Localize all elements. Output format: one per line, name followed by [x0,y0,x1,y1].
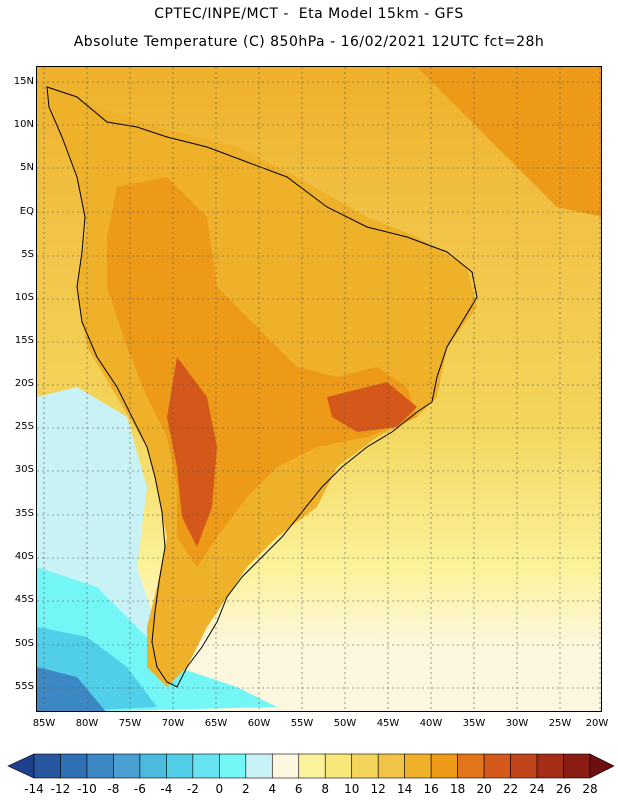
colorbar-cell [483,753,511,779]
lon-label: 80W [75,718,99,729]
lat-label: 55S [14,681,34,692]
lat-label: EQ [19,206,34,217]
colorbar-label: -12 [50,782,71,796]
colorbar-cell [33,753,61,779]
colorbar-cell [166,753,194,779]
lat-label: 25S [14,421,34,432]
lat-label: 30S [14,464,34,475]
colorbar-arrow-right [589,753,615,779]
lon-label: 60W [247,718,271,729]
colorbar-label: 22 [502,782,519,796]
lat-label: 5S [21,249,34,260]
map-svg [37,67,601,711]
lat-label: 10S [14,292,34,303]
colorbar-label: 18 [449,782,466,796]
colorbar-label: -4 [160,782,173,796]
colorbar-cell [245,753,273,779]
colorbar-cell [271,753,300,779]
colorbar-cell [192,753,220,779]
lon-label: 65W [204,718,228,729]
field-warm-ne [417,67,601,217]
temperature-map [36,66,602,712]
colorbar-cell [139,753,167,779]
colorbar-label: 12 [370,782,386,796]
lon-label: 55W [290,718,314,729]
lat-label: 5N [20,162,34,173]
colorbar-cell [404,753,432,779]
colorbar-label: 2 [241,782,250,796]
colorbar-label: 24 [529,782,545,796]
colorbar-label: -6 [133,782,146,796]
lon-label: 35W [462,718,486,729]
lat-label: 15N [13,76,34,87]
lon-label: 40W [419,718,443,729]
colorbar-cell [457,753,485,779]
lon-label: 85W [32,718,56,729]
colorbar-cell [563,753,591,779]
colorbar-label: -8 [107,782,120,796]
lon-label: 70W [161,718,185,729]
colorbar-cell [324,753,353,779]
lon-label: 75W [118,718,142,729]
colorbar-label: -14 [24,782,44,796]
lon-label: 20W [585,718,609,729]
lat-label: 50S [14,638,34,649]
colorbar-cell [86,753,114,779]
colorbar-cell [351,753,379,779]
colorbar-label: -10 [77,782,97,796]
lat-label: 15S [14,335,34,346]
lat-label: 20S [14,378,34,389]
lat-label: 10N [13,119,34,130]
colorbar-label: -2 [186,782,199,796]
colorbar-cell [298,753,326,779]
graticule [37,67,601,711]
lon-label: 25W [548,718,572,729]
colorbar-label: 28 [582,782,598,796]
lon-label: 50W [333,718,357,729]
colorbar-cell [510,753,538,779]
field-andes-hot [167,357,217,547]
colorbar-cell [219,753,247,779]
field-cold-sw4 [37,667,106,711]
colorbar-label: 14 [397,782,413,796]
colorbar-label: 8 [321,782,330,796]
field-se-hot [327,382,417,432]
colorbar-cell [536,753,564,779]
colorbar-cell [377,753,405,779]
lat-label: 40S [14,551,34,562]
colorbar-label: 16 [423,782,439,796]
colorbar [7,753,615,779]
lon-label: 30W [505,718,529,729]
colorbar-label: 10 [344,782,360,796]
colorbar-cell [60,753,88,779]
colorbar-cell [113,753,141,779]
colorbar-label: 20 [476,782,492,796]
chart-title-line1: CPTEC/INPE/MCT - Eta Model 15km - GFS [154,6,464,22]
colorbar-cell [430,753,458,779]
lat-label: 35S [14,508,34,519]
colorbar-arrow-left [7,753,35,779]
colorbar-label: 4 [268,782,277,796]
coastline [46,86,478,688]
colorbar-label: 6 [294,782,303,796]
lat-label: 45S [14,594,34,605]
chart-title-line2: Absolute Temperature (C) 850hPa - 16/02/… [73,34,545,50]
colorbar-label: 0 [215,782,224,796]
lon-label: 45W [376,718,400,729]
colorbar-label: 26 [555,782,572,796]
